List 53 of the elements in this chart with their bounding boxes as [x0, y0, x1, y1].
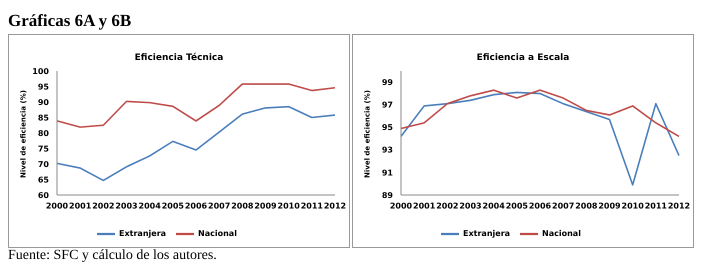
chart-title: Eficiencia a Escala	[476, 53, 570, 63]
x-tick-label: 2011	[644, 202, 668, 211]
x-tick-label: 2008	[231, 202, 254, 211]
source-note: Fuente: SFC y cálculo de los autores.	[8, 248, 218, 264]
x-tick-label: 2010	[622, 202, 644, 211]
chart-title: Eficiencia Técnica	[134, 53, 224, 63]
line-series	[400, 92, 680, 186]
y-tick-label: 60	[38, 190, 50, 200]
legend-label: Nacional	[198, 229, 237, 238]
x-tick-label: 2003	[115, 202, 138, 211]
y-tick-label: 95	[382, 123, 394, 132]
x-tick-label: 2007	[208, 202, 230, 211]
line-series	[400, 89, 680, 138]
x-tick-label: 2000	[46, 202, 69, 211]
x-tick-label: 2005	[506, 202, 528, 211]
x-tick-label: 2004	[482, 202, 506, 211]
y-tick-label: 65	[38, 175, 50, 184]
x-tick-label: 2006	[528, 202, 552, 211]
y-tick-label: 100	[32, 66, 50, 76]
legend-label: Extranjera	[463, 229, 510, 238]
x-tick-label: 2009	[254, 202, 278, 211]
y-tick-label: 93	[382, 146, 393, 155]
x-tick-label: 2005	[162, 202, 184, 211]
y-tick-label: 97	[382, 100, 393, 110]
legend-label: Extranjera	[119, 229, 166, 238]
line-series	[56, 83, 336, 128]
y-tick-label: 90	[38, 98, 50, 107]
x-tick-label: 2009	[598, 202, 622, 211]
y-tick-label: 70	[38, 160, 50, 169]
x-tick-label: 2012	[668, 202, 690, 211]
x-tick-label: 2004	[138, 202, 162, 211]
x-tick-label: 2006	[184, 202, 208, 211]
x-tick-label: 2001	[413, 202, 436, 211]
x-tick-label: 2010	[278, 202, 300, 211]
y-tick-label: 85	[38, 113, 50, 122]
x-tick-label: 2012	[324, 202, 346, 211]
y-tick-label: 75	[38, 144, 50, 154]
y-tick-label: 80	[38, 128, 50, 138]
x-tick-label: 2001	[69, 202, 92, 211]
line-series	[56, 106, 336, 182]
y-tick-label: 91	[382, 168, 394, 178]
y-tick-label: 95	[38, 82, 50, 92]
y-tick-label: 89	[382, 190, 394, 200]
x-tick-label: 2002	[436, 202, 458, 211]
y-tick-label: 99	[382, 78, 394, 88]
x-tick-label: 2000	[390, 202, 413, 211]
x-tick-label: 2003	[459, 202, 482, 211]
x-tick-label: 2007	[552, 202, 574, 211]
x-tick-label: 2002	[92, 202, 114, 211]
x-tick-label: 2011	[300, 202, 324, 211]
x-tick-label: 2008	[575, 202, 598, 211]
text: Gráficas 6A y 6B	[8, 10, 132, 32]
legend-label: Nacional	[542, 229, 581, 238]
